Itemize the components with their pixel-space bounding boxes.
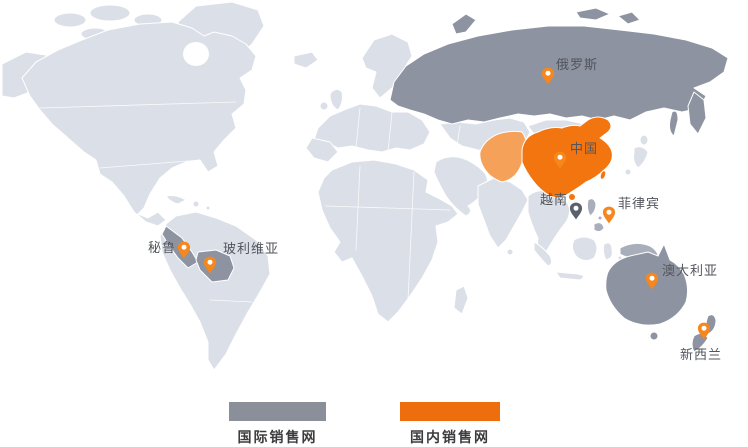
orange-location-pin-icon: [645, 272, 659, 290]
orange-location-pin-icon: [203, 256, 217, 274]
country-borders: [39, 101, 461, 303]
country-china: [479, 116, 613, 201]
region-middle-east: [433, 156, 489, 217]
orange-location-pin-icon: [697, 322, 711, 340]
marker-label-russia: 俄罗斯: [556, 58, 599, 73]
region-caribbean: [165, 195, 187, 205]
marker-label-new-zealand: 新西兰: [679, 348, 723, 363]
orange-location-pin-icon: [541, 67, 555, 85]
orange-location-pin-icon: [177, 241, 191, 259]
island-taiwan: [599, 170, 607, 180]
region-kamchatka: [687, 91, 707, 135]
region-iberia: [305, 137, 339, 163]
continent-north-america: [21, 21, 257, 227]
continent-africa: [317, 159, 459, 323]
country-india: [477, 177, 529, 249]
island-hainan: [568, 193, 576, 201]
country-philippines: [586, 198, 597, 217]
region-china-east: [521, 116, 613, 199]
marker-label-china: 中国: [570, 142, 599, 157]
marker-label-bolivia: 玻利维亚: [223, 242, 280, 257]
country-iceland: [293, 51, 319, 69]
country-madagascar: [453, 285, 469, 315]
continent-europe: [313, 103, 431, 153]
continent-base: [1, 1, 649, 371]
orange-location-pin-icon: [602, 206, 616, 224]
marker-label-australia: 澳大利亚: [662, 264, 719, 279]
marker-label-peru: 秘鲁: [147, 241, 176, 256]
marker-label-vietnam: 越南: [539, 193, 568, 208]
gray-location-pin-icon: [569, 202, 583, 220]
orange-location-pin-icon: [553, 151, 567, 169]
marker-label-philippines: 菲律宾: [618, 197, 661, 212]
country-australia: [605, 243, 689, 326]
country-russia: [389, 25, 729, 125]
island-borneo: [571, 236, 598, 262]
hudson-bay: [183, 42, 209, 66]
island-tasmania: [649, 331, 659, 341]
